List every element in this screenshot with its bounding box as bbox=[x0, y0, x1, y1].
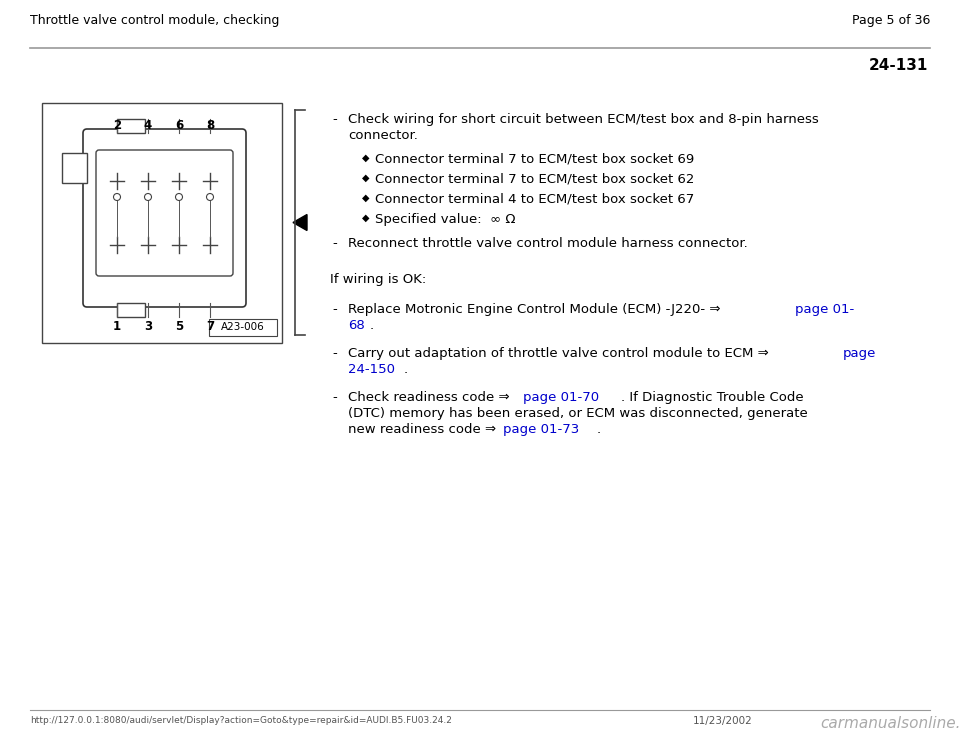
Text: page 01-: page 01- bbox=[795, 303, 854, 316]
Bar bbox=[42, 103, 282, 343]
Text: ◆: ◆ bbox=[362, 193, 370, 203]
Text: . If Diagnostic Trouble Code: . If Diagnostic Trouble Code bbox=[621, 391, 804, 404]
Text: Connector terminal 7 to ECM/test box socket 62: Connector terminal 7 to ECM/test box soc… bbox=[375, 173, 694, 186]
Text: .: . bbox=[404, 363, 408, 376]
Text: 1: 1 bbox=[113, 320, 121, 333]
Text: ◆: ◆ bbox=[362, 153, 370, 163]
Text: 3: 3 bbox=[144, 320, 152, 333]
Text: .: . bbox=[597, 423, 601, 436]
Text: Reconnect throttle valve control module harness connector.: Reconnect throttle valve control module … bbox=[348, 237, 748, 250]
Text: A23-006: A23-006 bbox=[221, 323, 265, 332]
Text: -: - bbox=[332, 113, 337, 126]
Text: Carry out adaptation of throttle valve control module to ECM ⇒: Carry out adaptation of throttle valve c… bbox=[348, 347, 773, 360]
FancyBboxPatch shape bbox=[96, 150, 233, 276]
Polygon shape bbox=[117, 303, 145, 317]
Text: 24-150: 24-150 bbox=[348, 363, 395, 376]
Text: page: page bbox=[843, 347, 876, 360]
Text: 6: 6 bbox=[175, 119, 183, 132]
Text: page 01-73: page 01-73 bbox=[503, 423, 579, 436]
Text: 8: 8 bbox=[205, 119, 214, 132]
Text: Connector terminal 7 to ECM/test box socket 69: Connector terminal 7 to ECM/test box soc… bbox=[375, 153, 694, 166]
Text: 7: 7 bbox=[206, 320, 214, 333]
Text: -: - bbox=[332, 347, 337, 360]
Text: ◆: ◆ bbox=[362, 213, 370, 223]
Text: connector.: connector. bbox=[348, 129, 418, 142]
Text: Check wiring for short circuit between ECM/test box and 8-pin harness: Check wiring for short circuit between E… bbox=[348, 113, 819, 126]
Text: (DTC) memory has been erased, or ECM was disconnected, generate: (DTC) memory has been erased, or ECM was… bbox=[348, 407, 807, 420]
Text: -: - bbox=[332, 237, 337, 250]
Text: Check readiness code ⇒: Check readiness code ⇒ bbox=[348, 391, 514, 404]
Text: .: . bbox=[370, 319, 374, 332]
Text: 5: 5 bbox=[175, 320, 183, 333]
Text: Specified value:  ∞ Ω: Specified value: ∞ Ω bbox=[375, 213, 516, 226]
Text: 4: 4 bbox=[144, 119, 152, 132]
Polygon shape bbox=[117, 119, 145, 133]
Bar bbox=[209, 319, 277, 336]
Text: -: - bbox=[332, 303, 337, 316]
Text: 2: 2 bbox=[113, 119, 121, 132]
Text: 68: 68 bbox=[348, 319, 365, 332]
Text: -: - bbox=[332, 391, 337, 404]
Text: Replace Motronic Engine Control Module (ECM) -J220- ⇒: Replace Motronic Engine Control Module (… bbox=[348, 303, 725, 316]
Text: ◆: ◆ bbox=[362, 173, 370, 183]
Text: 24-131: 24-131 bbox=[869, 58, 928, 73]
Text: carmanualsonline.info: carmanualsonline.info bbox=[820, 716, 960, 731]
Polygon shape bbox=[293, 214, 307, 231]
Text: new readiness code ⇒: new readiness code ⇒ bbox=[348, 423, 500, 436]
Text: http://127.0.0.1:8080/audi/servlet/Display?action=Goto&type=repair&id=AUDI.B5.FU: http://127.0.0.1:8080/audi/servlet/Displ… bbox=[30, 716, 452, 725]
Text: Throttle valve control module, checking: Throttle valve control module, checking bbox=[30, 14, 279, 27]
Text: 11/23/2002: 11/23/2002 bbox=[693, 716, 753, 726]
Text: page 01-70: page 01-70 bbox=[523, 391, 599, 404]
Text: Page 5 of 36: Page 5 of 36 bbox=[852, 14, 930, 27]
Text: If wiring is OK:: If wiring is OK: bbox=[330, 273, 426, 286]
Text: Connector terminal 4 to ECM/test box socket 67: Connector terminal 4 to ECM/test box soc… bbox=[375, 193, 694, 206]
FancyBboxPatch shape bbox=[83, 129, 246, 307]
Polygon shape bbox=[62, 153, 87, 183]
